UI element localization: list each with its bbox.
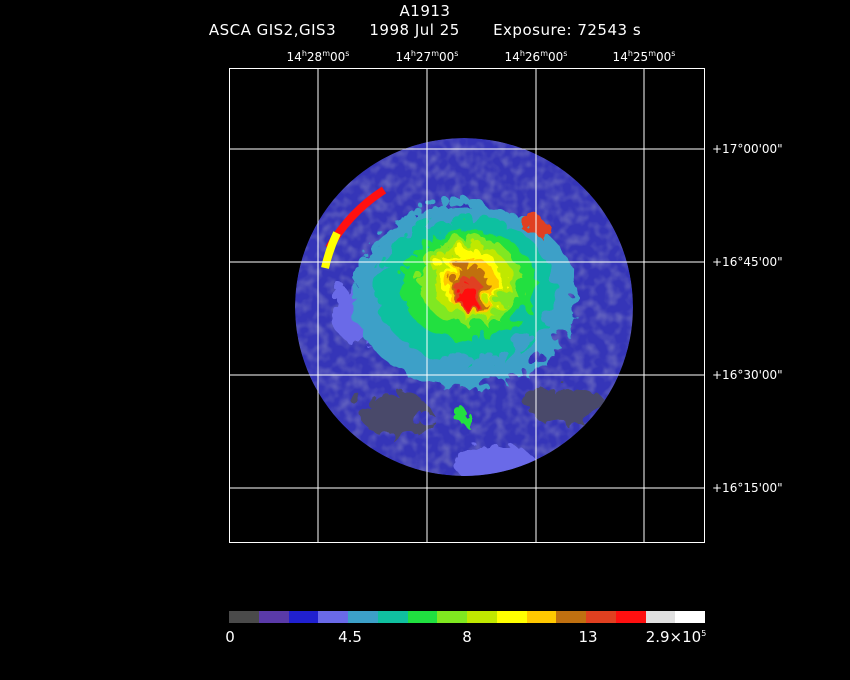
colorbar-swatch [229, 611, 259, 623]
observation-info: ASCA GIS2,GIS3 1998 Jul 25 Exposure: 725… [0, 21, 850, 39]
colorbar-swatch [556, 611, 586, 623]
colorbar-max-label: 2.9×105 [645, 628, 707, 646]
colorbar-swatch [675, 611, 705, 623]
date-label: 1998 Jul 25 [369, 21, 460, 39]
detector-field [295, 138, 633, 476]
ra-tick-label: 14h28m00s [286, 49, 350, 64]
colorbar-swatch [467, 611, 497, 623]
colorbar-swatch [645, 611, 676, 623]
colorbar-swatch [288, 611, 319, 623]
colorbar-swatch [348, 611, 378, 623]
colorbar-label: 4.5 [338, 628, 362, 646]
colorbar-label: 0 [225, 628, 235, 646]
instrument-label: ASCA GIS2,GIS3 [208, 21, 337, 39]
colorbar-swatch [258, 611, 289, 623]
ra-tick-label: 14h26m00s [504, 49, 568, 64]
colorbar-swatch [377, 611, 408, 623]
colorbar-swatch [586, 611, 616, 623]
ra-tick-label: 14h27m00s [395, 49, 459, 64]
dec-tick-label: +16°45'00" [712, 255, 783, 269]
ra-tick-label: 14h25m00s [612, 49, 676, 64]
dec-tick-label: +16°15'00" [712, 481, 783, 495]
colorbar-label: 13 [578, 628, 598, 646]
colorbar-swatch [318, 611, 348, 623]
colorbar-swatch [437, 611, 467, 623]
exposure-label: Exposure: 72543 s [493, 21, 642, 39]
colorbar-swatch [407, 611, 438, 623]
colorbar-swatch [526, 611, 557, 623]
coordinate-grid [229, 68, 705, 543]
xray-image [229, 68, 705, 543]
colorbar-swatch [615, 611, 646, 623]
colorbar-label: 8 [462, 628, 472, 646]
dec-tick-label: +17°00'00" [712, 142, 783, 156]
colorbar [229, 611, 705, 623]
image-title: A1913 [399, 2, 451, 20]
field-edge-glow [321, 186, 387, 269]
colorbar-swatch [496, 611, 527, 623]
dec-tick-label: +16°30'00" [712, 368, 783, 382]
